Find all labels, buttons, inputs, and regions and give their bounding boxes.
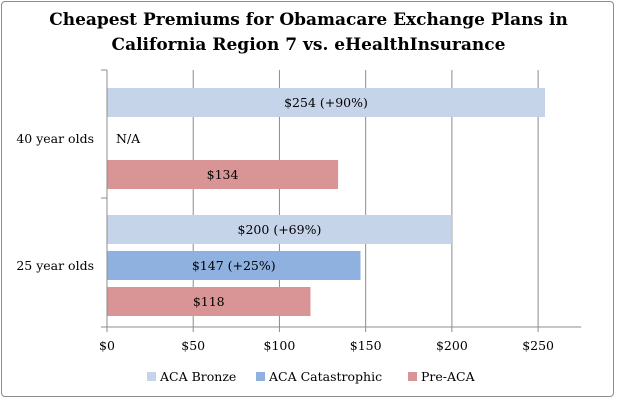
legend-label-1: ACA Catastrophic	[268, 369, 382, 384]
x-tick-label-0: $0	[99, 338, 115, 353]
data-label-0-0: $254 (+90%)	[284, 95, 368, 110]
chart-title-line-1: Cheapest Premiums for Obamacare Exchange…	[49, 10, 568, 30]
axes: $0 $50 $100 $150 $200 $250 40 year olds 25 year…	[16, 69, 582, 353]
chart-title-line-2: California Region 7 vs. eHealthInsurance	[111, 35, 506, 55]
data-label-1-2: $118	[193, 294, 225, 309]
legend-swatch-0	[147, 372, 156, 381]
bar-0-2	[107, 160, 339, 189]
bar-1-2	[107, 287, 311, 316]
legend: ACA Bronze ACA Catastrophic Pre-ACA	[147, 369, 476, 384]
x-tick-label-100: $100	[264, 338, 296, 353]
data-label-0-2: $134	[207, 167, 239, 182]
x-tick-label-150: $150	[350, 338, 382, 353]
legend-label-0: ACA Bronze	[159, 369, 236, 384]
data-label-1-0: $200 (+69%)	[238, 222, 322, 237]
legend-label-2: Pre-ACA	[421, 369, 476, 384]
category-label-1: 25 year olds	[16, 258, 94, 273]
data-label-1-1: $147 (+25%)	[192, 258, 276, 273]
legend-swatch-1	[256, 372, 265, 381]
x-tick-label-250: $250	[522, 338, 554, 353]
bar-1-0	[107, 215, 452, 244]
bar-1-1	[107, 251, 361, 280]
x-tick-label-50: $50	[181, 338, 205, 353]
category-label-0: 40 year olds	[16, 131, 94, 146]
bars: $254 (+90%) N/A $134 $200 (+69%) $147 (+25%)…	[107, 88, 545, 316]
bar-0-0	[107, 88, 545, 117]
x-tick-label-200: $200	[436, 338, 468, 353]
legend-swatch-2	[408, 372, 417, 381]
chart-title: Cheapest Premiums for Obamacare Exchange…	[0, 8, 617, 58]
data-label-0-1: N/A	[116, 131, 141, 146]
